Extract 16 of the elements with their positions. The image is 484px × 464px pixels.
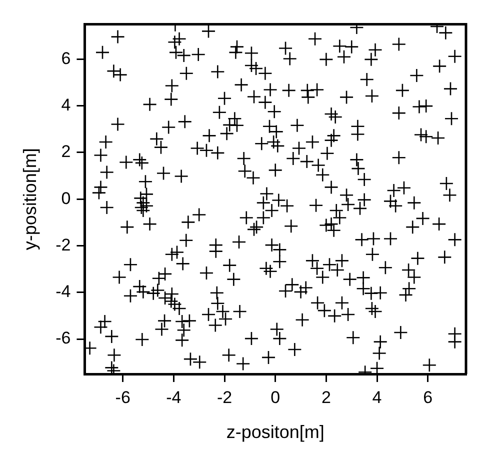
y-tick-label: -6 xyxy=(56,328,71,348)
y-tick-label: 0 xyxy=(61,188,71,208)
x-tick-label: 6 xyxy=(423,388,433,407)
x-tick-label: -6 xyxy=(115,388,130,407)
y-tick-label: 4 xyxy=(61,96,71,115)
x-tick-label: 0 xyxy=(270,388,280,407)
y-tick-label: 2 xyxy=(61,142,71,162)
x-tick-label: 2 xyxy=(321,388,331,407)
x-axis-title: z-positon[m] xyxy=(226,422,324,442)
y-tick-label: 6 xyxy=(61,48,71,68)
y-tick-label: -4 xyxy=(56,282,71,302)
y-tick-label: -2 xyxy=(56,235,71,254)
x-tick-label: 4 xyxy=(372,388,382,407)
x-tick-label: -4 xyxy=(166,388,182,407)
y-axis-title: y-position[m] xyxy=(20,148,40,250)
x-tick-label: -2 xyxy=(216,388,232,407)
